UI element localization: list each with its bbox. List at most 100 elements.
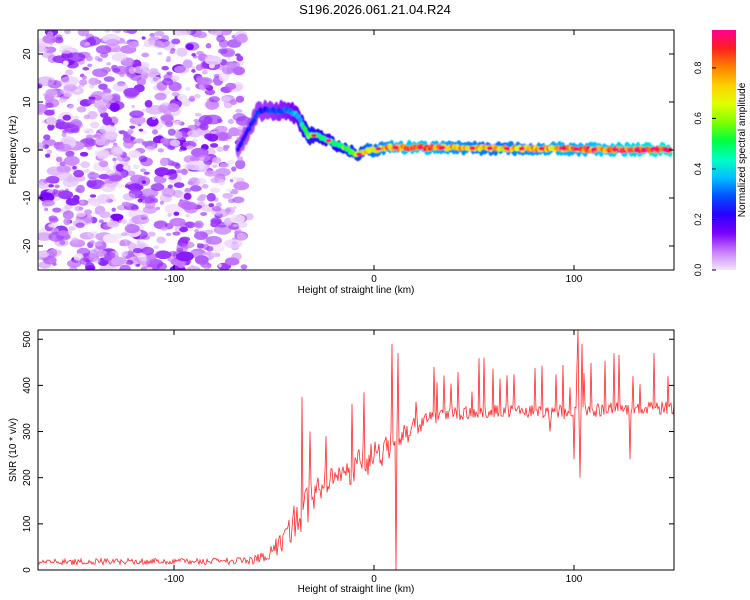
x-tick-label: 0 [371, 274, 377, 285]
heatmap-cell [123, 30, 132, 34]
heatmap-cell [192, 138, 198, 143]
heatmap-cell [205, 43, 212, 49]
heatmap-cell [124, 223, 140, 234]
heatmap-cell [375, 147, 382, 151]
y-tick-label: 10 [22, 96, 33, 108]
heatmap-cell [230, 214, 245, 224]
heatmap-cell [119, 264, 131, 270]
heatmap-cell [46, 149, 53, 155]
heatmap-cell [86, 145, 93, 150]
heatmap-cell [57, 230, 69, 237]
heatmap-cell [104, 251, 116, 260]
y-tick-label: 500 [22, 330, 33, 347]
heatmap-cell [177, 94, 188, 102]
heatmap-cell [165, 232, 172, 237]
heatmap-cell [173, 211, 180, 216]
heatmap-cell [208, 203, 215, 208]
x-tick-label: -100 [164, 274, 184, 285]
heatmap-cell [54, 184, 60, 189]
heatmap-cell [157, 52, 163, 56]
heatmap-cell [232, 196, 245, 204]
heatmap-cell [219, 162, 230, 168]
heatmap-cell [43, 134, 51, 141]
heatmap-cell [79, 200, 85, 205]
heatmap-cell [165, 120, 174, 128]
heatmap-cell [184, 87, 191, 91]
heatmap-cell [573, 147, 580, 151]
heatmap-cell [153, 245, 159, 249]
heatmap-cell [223, 217, 233, 227]
heatmap-cell [210, 30, 222, 36]
heatmap-cell [72, 165, 77, 170]
heatmap-cell [187, 124, 198, 131]
heatmap-cell [154, 92, 167, 101]
heatmap-cell [235, 53, 241, 57]
heatmap-cell [202, 70, 208, 75]
heatmap-cell [209, 187, 221, 193]
heatmap-cell [65, 150, 75, 158]
heatmap-cell [232, 112, 247, 122]
heatmap-cell [208, 63, 215, 69]
heatmap-cell [206, 147, 216, 156]
heatmap-cell [170, 75, 180, 82]
heatmap-cell [59, 44, 73, 54]
heatmap-cell [41, 199, 55, 207]
heatmap-cell [175, 251, 194, 262]
heatmap-cell [112, 67, 121, 73]
heatmap-cell [204, 170, 218, 177]
heatmap-cell [205, 235, 223, 245]
heatmap-cell [212, 164, 218, 168]
heatmap-cell [119, 239, 131, 247]
heatmap-cell [97, 104, 107, 114]
snr-y-axis-label: SNR (10 * v/v) [8, 418, 19, 482]
heatmap-cell [215, 168, 231, 177]
heatmap-cell [232, 224, 238, 228]
heatmap-cell [72, 194, 80, 202]
heatmap-cell [46, 116, 57, 125]
heatmap-cell [146, 266, 153, 270]
heatmap-cell [98, 173, 110, 180]
heatmap-cell [85, 134, 94, 140]
heatmap-cell [38, 199, 42, 203]
heatmap-cell [58, 97, 67, 103]
heatmap-cell [47, 126, 54, 131]
heatmap-cell [611, 147, 618, 152]
snr-plot-area [38, 330, 674, 570]
heatmap-cell [185, 164, 195, 170]
heatmap-cell [183, 192, 192, 200]
heatmap-cell [185, 221, 196, 229]
heatmap-cell [162, 174, 170, 179]
heatmap-cell [58, 190, 74, 200]
heatmap-cell [38, 76, 56, 87]
heatmap-cell [204, 55, 223, 66]
heatmap-cell [98, 83, 108, 90]
heatmap-cell [43, 256, 57, 265]
heatmap-cell [169, 49, 175, 55]
colorbar-gradient [712, 30, 736, 270]
x-tick-label: 100 [566, 274, 583, 285]
heatmap-cell [99, 211, 111, 219]
heatmap-cell [103, 217, 113, 224]
heatmap-cell [237, 156, 244, 161]
heatmap-cell [653, 147, 660, 152]
heatmap-cell [201, 184, 209, 189]
heatmap-cell [103, 88, 112, 94]
heatmap-cell [156, 236, 166, 244]
heatmap-cell [125, 259, 134, 265]
heatmap-cell [110, 93, 121, 102]
heatmap-cell [93, 257, 101, 264]
heatmap-cell [232, 176, 239, 180]
heatmap-cell [206, 193, 216, 202]
heatmap-cell [88, 77, 100, 86]
heatmap-cell [141, 246, 155, 256]
heatmap-cell [213, 224, 232, 235]
heatmap-cell [107, 173, 124, 183]
heatmap-cell [182, 140, 197, 149]
heatmap-cell [101, 183, 116, 193]
snr-series-line [38, 330, 674, 570]
heatmap-cell [196, 31, 208, 39]
heatmap-cell [60, 53, 70, 59]
heatmap-cell [64, 30, 71, 35]
heatmap-cell [179, 236, 191, 243]
